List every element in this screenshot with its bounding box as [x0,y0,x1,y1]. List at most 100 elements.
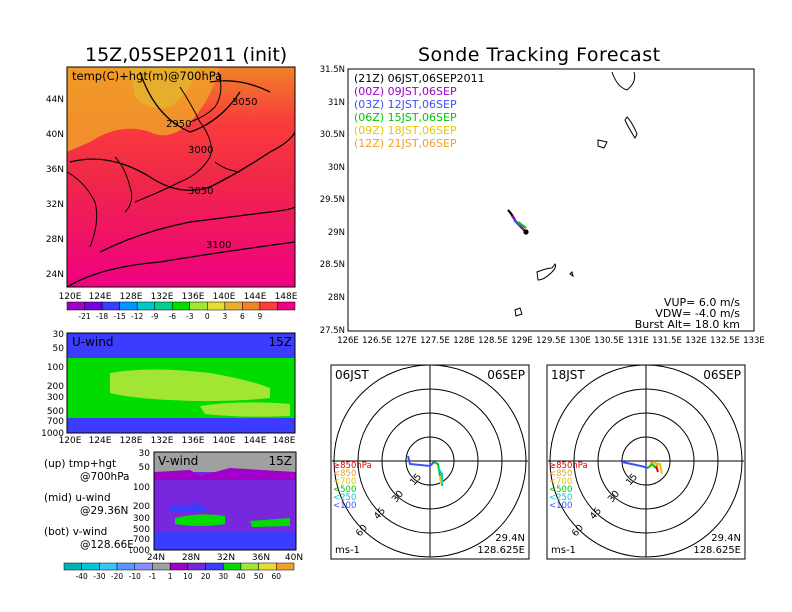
colorbar-label: -18 [96,312,108,321]
track-legend-entry: (00Z) 09JST,06SEP [354,85,457,98]
contour-label: 2950 [166,119,191,130]
colorbar-label: 3 [222,312,227,321]
polar-header: 06JST 06SEP [335,368,525,382]
sonde-track-map: (21Z) 06JST,06SEP2011 (00Z) 09JST,06SEP … [320,65,765,346]
hodograph-segment [407,455,435,468]
colorbar-swatch [258,562,277,571]
lon-axis: 126E 126.5E 127E 127.5E 128E 128.5E 129E 129.5E… [337,336,765,346]
colorbar-swatch [240,562,259,571]
lat-tick: 31.5N [320,65,345,75]
island-outline [597,139,608,149]
lon-tick: 144E [244,292,267,302]
hodograph-segment [437,467,443,486]
colorbar-swatch [66,301,85,311]
colorbar-label: -40 [76,572,88,581]
contour-label: 3050 [232,97,257,108]
lon-tick: 126.5E [362,336,392,346]
lat-tick: 29.5N [320,195,345,205]
track-map-frame [347,68,755,332]
note-bottom: (bot) v-wind @128.66E [44,526,134,552]
map-variable-label: temp(C)+hgt(m)@700hPa [72,69,222,83]
polar-rings [332,364,528,558]
pressure-tick: 100 [47,363,64,373]
colorbar-swatch [84,301,103,311]
lon-tick: 148E [273,436,296,446]
pressure-legend-entry: <100 [549,501,572,511]
colorbar-swatch [171,301,191,311]
colorbar-label: 30 [218,572,228,581]
polar-plot-06jst: 06JST 06SEP 15 30 45 60 ≥850hPa <850 <70… [330,364,530,560]
v-wind-time: 15Z [269,454,293,468]
pressure-tick: 30 [139,449,151,459]
colorbar-label: 60 [272,572,282,581]
note-line: (mid) u-wind [44,492,111,504]
lon-tick: 128E [453,336,475,346]
polar-lat: 29.4N [711,533,741,544]
pressure-legend-entry: <850 [333,469,356,479]
pressure-tick: 500 [133,525,150,535]
u-wind-light-band [110,369,270,402]
lat-tick: 32N [46,200,64,210]
pressure-legend-entry: <700 [549,477,572,487]
colorbar-label: 10 [183,572,193,581]
lon-tick: 148E [275,292,298,302]
pressure-axis: 30 50 100 200 300 500 700 1000 [130,449,150,556]
colorbar-label: -6 [168,312,176,321]
lon-tick: 128.5E [478,336,508,346]
lat-tick: 24N [46,270,64,280]
polar-header: 18JST 06SEP [551,368,741,382]
lon-tick: 131E [627,336,649,346]
pressure-legend: ≥850hPa <850 <700 <500 <250 <100 [333,461,372,511]
colorbar-swatch [187,562,206,571]
temperature-height-map: 3050 2950 3000 3050 3100 temp(C)+hgt(m)@… [46,66,298,321]
colorbar-label: -21 [78,312,90,321]
colorbar-swatch [276,562,295,571]
note-line: (bot) v-wind [44,526,108,538]
left-title: 15Z,05SEP2011 (init) [85,44,288,66]
colorbar-label: 6 [240,312,245,321]
lat-axis: 24N 28N 32N 36N 40N [147,553,303,562]
pressure-tick: 300 [47,393,64,403]
note-line: @700hPa [80,471,130,483]
param-vup: VUP= 6.0 m/s [664,296,740,309]
trajectory-segment [517,221,527,229]
colorbar-label: -15 [113,312,125,321]
lat-tick: 24N [147,553,165,562]
lon-axis: 120E 124E 128E 132E 136E 140E 144E 148E [59,292,298,302]
pressure-tick: 50 [139,463,151,473]
sonde-position-marker [523,229,529,235]
lon-tick: 127.5E [420,336,450,346]
colorbar-swatch [134,562,153,571]
lon-tick: 129.5E [536,336,566,346]
polar-lat: 29.4N [495,533,525,544]
lat-tick: 30N [328,163,345,173]
lon-tick: 132.5E [710,336,740,346]
lat-tick: 40N [285,553,303,562]
hodograph-segment [653,462,663,475]
note-middle: (mid) u-wind @29.36N [44,492,134,518]
lon-tick: 132E [685,336,707,346]
polar-plot-18jst: 18JST 06SEP 15 30 45 60 ≥850hPa <850 <70… [546,364,746,560]
v-wind-purple-band [154,468,296,480]
island-outline [514,307,523,317]
colorbar-swatch [224,301,243,311]
track-legend-entry: (12Z) 21JST,06SEP [354,137,457,150]
lon-tick: 133E [743,336,765,346]
polar-time: 06JST [335,368,369,382]
temperature-colorbar: -21 -18 -15 -12 -9 -6 -3 0 3 6 9 [66,301,296,321]
pressure-legend-entry: <100 [333,501,356,511]
lat-axis: 44N 40N 36N 32N 28N 24N [46,95,64,280]
lon-tick: 132E [151,436,174,446]
pressure-tick: 1000 [130,546,150,556]
lon-tick: 140E [213,436,236,446]
lat-tick: 40N [46,130,64,140]
colorbar-swatch [63,562,82,571]
colorbar-label: -3 [186,312,194,321]
lat-tick: 36N [46,165,64,175]
lon-tick: 120E [59,436,82,446]
pressure-legend-entry: <250 [549,493,572,503]
track-legend-entry: (09Z) 18JST,06SEP [354,124,457,137]
hodograph-segment [433,461,441,477]
panel-notes: (up) tmp+hgt @700hPa (mid) u-wind @29.36… [44,458,134,552]
pressure-tick: 700 [133,535,150,545]
